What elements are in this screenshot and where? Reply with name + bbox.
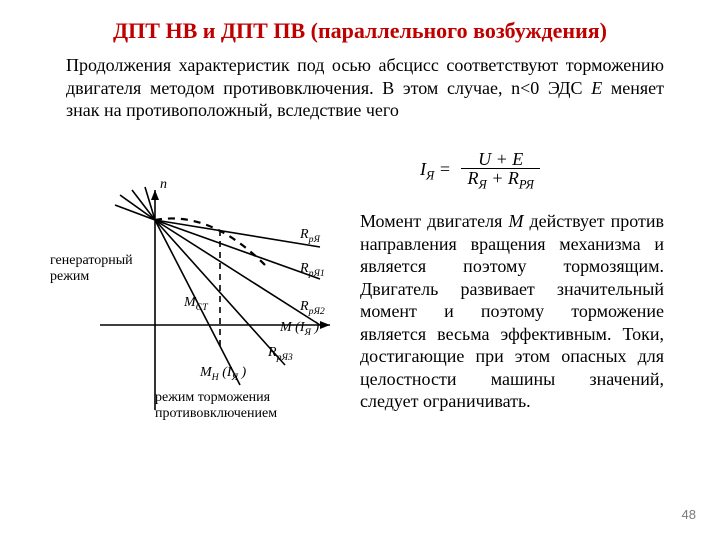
diagram-label-brake_mode_1: режим торможения xyxy=(155,390,270,406)
intro-paragraph: Продолжения характеристик под осью абсци… xyxy=(66,54,664,122)
page-number: 48 xyxy=(682,507,696,522)
diagram-label-RpYa2: RрЯ2 xyxy=(300,299,325,317)
formula-num: U + E xyxy=(461,150,539,169)
formula: IЯ = U + E RЯ + RРЯ xyxy=(420,150,540,191)
formula-den-b-sub: РЯ xyxy=(519,178,534,192)
characteristics-diagram: nM (IЯ )генераторныйрежимрежим торможени… xyxy=(60,175,350,435)
formula-den-a: R xyxy=(467,168,478,188)
formula-den-plus: + R xyxy=(487,168,519,188)
diagram-label-n: n xyxy=(160,177,167,193)
body-p1a: Момент двигателя xyxy=(360,211,508,231)
diagram-label-MH: MН (IЯ ) xyxy=(200,365,246,383)
diagram-label-gen_mode_2: режим xyxy=(50,269,89,285)
diagram-label-M_axis: M (IЯ ) xyxy=(280,320,319,338)
intro-text-1: Продолжения характеристик под осью абсци… xyxy=(66,55,664,98)
slide-title: ДПТ НВ и ДПТ ПВ (параллельного возбужден… xyxy=(0,18,720,44)
diagram-label-RpYa1: RрЯ1 xyxy=(300,261,325,279)
diagram-label-gen_mode_1: генераторный xyxy=(50,253,133,269)
intro-E: E xyxy=(591,78,602,98)
body-M: М xyxy=(508,211,523,231)
diagram-label-RpYa3: RрЯ3 xyxy=(268,345,293,363)
body-paragraph: Момент двигателя М действует против напр… xyxy=(360,210,664,413)
diagram-label-brake_mode_2: противовключением xyxy=(155,406,277,422)
formula-lhs-sub: Я xyxy=(426,168,434,182)
diagram-label-MST: MСТ xyxy=(184,295,208,313)
formula-den-a-sub: Я xyxy=(478,178,486,192)
body-p1b: действует против направления вращения ме… xyxy=(360,211,664,411)
diagram-label-RpYa: RрЯ xyxy=(300,227,320,245)
formula-eq: = xyxy=(439,159,451,179)
